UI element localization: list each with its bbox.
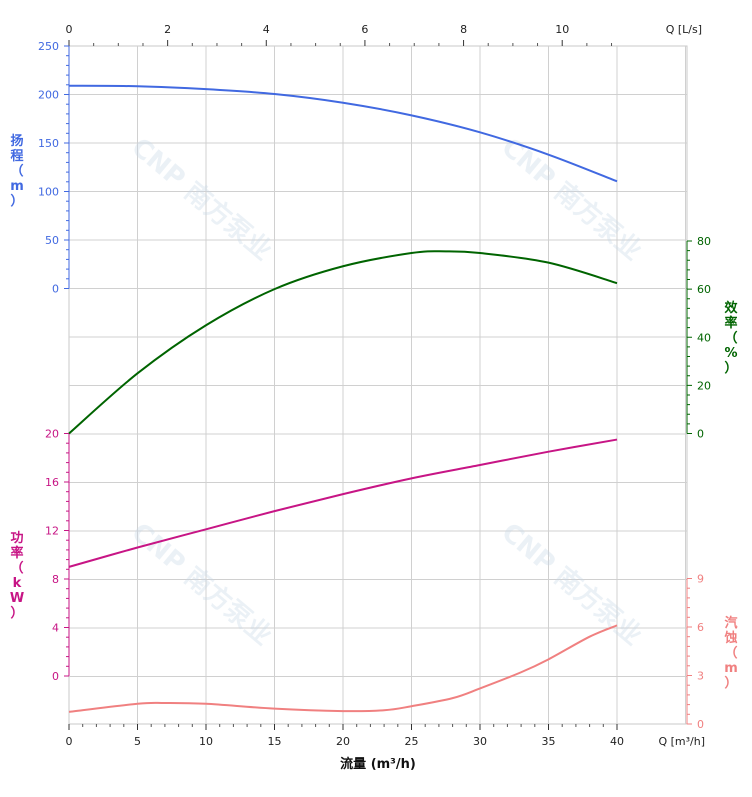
top-tick-label: 6 bbox=[361, 23, 368, 36]
head-tick-label: 50 bbox=[45, 234, 59, 247]
npsh-curve bbox=[68, 624, 618, 713]
power-tick-label: 8 bbox=[52, 573, 59, 586]
power-tick-label: 0 bbox=[52, 670, 59, 683]
npsh-tick-label: 3 bbox=[697, 670, 704, 683]
efficiency-tick-label: 40 bbox=[697, 331, 711, 344]
x-tick-label: 30 bbox=[473, 735, 487, 748]
efficiency-tick-label: 0 bbox=[697, 428, 704, 441]
head-tick-label: 250 bbox=[38, 40, 59, 53]
x-tick-label: 40 bbox=[610, 735, 624, 748]
watermark-text: CNP 南方泵业 bbox=[126, 132, 278, 267]
watermark-text: CNP 南方泵业 bbox=[496, 517, 648, 652]
power-curve bbox=[68, 438, 618, 568]
x-tick-label: 5 bbox=[134, 735, 141, 748]
tick-labels: 0 5 10 15 20 25 30 35 40 Q [m³/h]0 2 4 6 8 10 Q [L/s]05… bbox=[38, 23, 711, 748]
power-tick-label: 4 bbox=[52, 622, 59, 635]
head-tick-label: 200 bbox=[38, 89, 59, 102]
power-tick-label: 12 bbox=[45, 525, 59, 538]
x-tick-label: 20 bbox=[336, 735, 350, 748]
efficiency-tick-label: 80 bbox=[697, 235, 711, 248]
x-tick-label: 0 bbox=[66, 735, 73, 748]
npsh-tick-label: 6 bbox=[697, 621, 704, 634]
head-axis-title: 扬程（ m） bbox=[10, 133, 24, 209]
x-axis-title: 流量 (m³/h) bbox=[340, 756, 416, 772]
head-curve bbox=[68, 84, 618, 183]
x-unit-label: Q [m³/h] bbox=[658, 735, 705, 748]
head-tick-label: 150 bbox=[38, 137, 59, 150]
top-tick-label: 0 bbox=[66, 23, 73, 36]
watermark-text: CNP 南方泵业 bbox=[496, 132, 648, 267]
npsh-tick-label: 0 bbox=[697, 718, 704, 731]
power-axis-title: 功率（ k W） bbox=[10, 531, 24, 621]
head-tick-label: 0 bbox=[52, 283, 59, 296]
efficiency-tick-label: 20 bbox=[697, 379, 711, 392]
power-tick-label: 20 bbox=[45, 428, 59, 441]
top-tick-label: 4 bbox=[263, 23, 270, 36]
npsh-tick-label: 9 bbox=[697, 573, 704, 586]
grid bbox=[68, 45, 688, 725]
efficiency-axis-title: 效率（%） bbox=[724, 300, 738, 376]
efficiency-curve bbox=[68, 250, 618, 435]
top-tick-label: 10 bbox=[555, 23, 569, 36]
x-tick-label: 25 bbox=[405, 735, 419, 748]
power-tick-label: 16 bbox=[45, 476, 59, 489]
head-tick-label: 100 bbox=[38, 186, 59, 199]
watermarks: CNP 南方泵业 CNP 南方泵业 CNP 南方泵业 CNP 南方泵业 bbox=[126, 132, 648, 652]
efficiency-tick-label: 60 bbox=[697, 283, 711, 296]
top-tick-label: 2 bbox=[164, 23, 171, 36]
series-lines bbox=[68, 84, 618, 713]
axis-titles: 扬程（ m ） 效率（%） 功率（ k W ） 汽蚀（ m ） 流量 (m³/h) bbox=[10, 133, 739, 772]
top-unit-label: Q [L/s] bbox=[666, 23, 702, 36]
npsh-axis-title: 汽蚀（ m） bbox=[723, 615, 737, 691]
top-tick-label: 8 bbox=[460, 23, 467, 36]
x-tick-label: 35 bbox=[542, 735, 556, 748]
x-tick-label: 10 bbox=[199, 735, 213, 748]
x-tick-label: 15 bbox=[268, 735, 282, 748]
watermark-text: CNP 南方泵业 bbox=[126, 517, 278, 652]
